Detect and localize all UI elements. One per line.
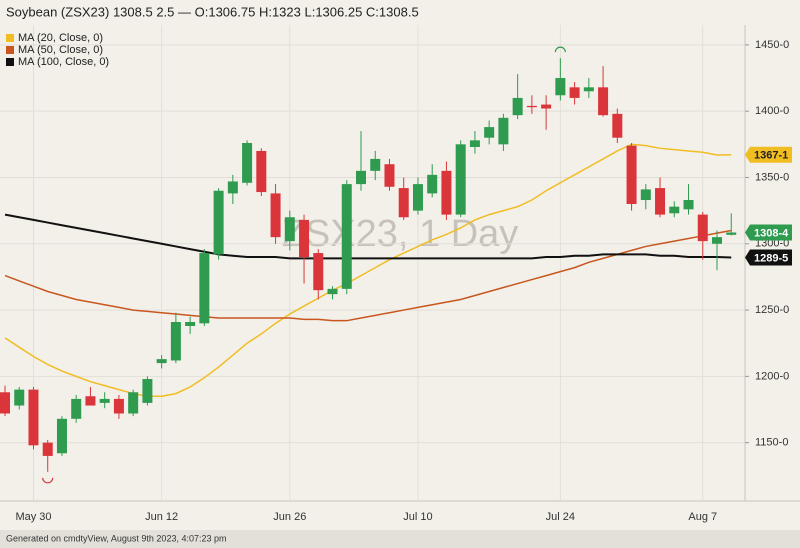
candle-body (412, 184, 423, 211)
candle-body (683, 200, 694, 210)
candle-body (14, 389, 25, 406)
y-tick-label: 1400-0 (755, 105, 789, 117)
candle-body (370, 158, 381, 171)
footer-bar (0, 530, 800, 548)
ma-lines (4, 143, 732, 397)
y-tick-label: 1450-0 (755, 39, 789, 51)
candle-body (327, 288, 338, 295)
candle-body (242, 143, 253, 183)
candles (0, 46, 737, 484)
x-tick-label: May 30 (15, 511, 51, 523)
candle-body (526, 105, 537, 108)
candle-body (299, 219, 310, 258)
candle-body (455, 144, 466, 215)
candle-body (256, 150, 267, 193)
candle-body (640, 189, 651, 201)
candle-body (356, 170, 366, 185)
plot-area (0, 25, 745, 501)
candle-body (0, 392, 10, 414)
legend-label: MA (20, Close, 0) (18, 32, 103, 44)
candle-body (512, 97, 523, 116)
y-tick-label: 1300-0 (755, 238, 789, 250)
x-tick-label: Jul 24 (546, 511, 575, 523)
watermark: ZSX23, 1 Day (282, 213, 519, 255)
candle-body (583, 87, 594, 92)
candle-body (384, 164, 395, 187)
candle-body (712, 237, 722, 244)
candle-body (612, 113, 623, 138)
candle-body (113, 398, 124, 414)
candle-body (71, 398, 82, 419)
candle-body (498, 117, 509, 145)
candle-body (213, 190, 224, 255)
price-tag-label: 1289-5 (754, 252, 788, 264)
candle-body (185, 322, 196, 326)
candle-body (56, 418, 67, 454)
legend-label: MA (100, Close, 0) (18, 56, 109, 68)
price-tag (745, 146, 792, 163)
candle-body (697, 214, 708, 242)
candle-body (42, 442, 53, 456)
candle-body (156, 359, 167, 364)
grid: 1150-0 1200-0 1250-0 1300-0 1350-0 1400-0 1450… (0, 25, 789, 523)
candle-body (441, 170, 452, 215)
candle-body (170, 322, 181, 361)
candle-body (313, 253, 324, 291)
y-tick-label: 1350-0 (755, 171, 789, 183)
y-tick-label: 1250-0 (755, 304, 789, 316)
price-tag (745, 224, 792, 241)
candle-body (341, 184, 352, 289)
ma-line (4, 229, 732, 322)
y-tick-label: 1150-0 (755, 437, 788, 449)
x-tick-label: Aug 7 (688, 511, 717, 523)
candle-body (555, 78, 566, 96)
candle-body (85, 396, 96, 406)
legend-swatch (6, 34, 14, 42)
candle-body (427, 174, 438, 194)
y-tick-label: 1200-0 (755, 370, 789, 382)
legend-swatch (6, 58, 14, 66)
footer: Generated on cmdtyView, August 9th 2023,… (6, 533, 226, 543)
candle-body (626, 145, 637, 204)
candle-body (284, 217, 295, 242)
candle-body (270, 193, 281, 238)
candle-body (669, 206, 680, 214)
candle-body (541, 104, 552, 109)
price-tag-label: 1367-1 (754, 150, 788, 162)
candle-body (726, 232, 737, 235)
overlay: 1367-1 1308-4 1289-5 (745, 146, 792, 266)
legend-label: MA (50, Close, 0) (18, 44, 103, 56)
candle-body (484, 127, 495, 138)
candle-body (28, 389, 39, 446)
legend-swatch (6, 46, 14, 54)
candle-body (199, 253, 210, 324)
ma-line (4, 143, 732, 397)
chart-title: Soybean (ZSX23) 1308.5 2.5 — O:1306.75 H… (6, 4, 419, 19)
price-tag (745, 249, 792, 266)
x-tick-label: Jun 12 (145, 511, 178, 523)
x-tick-label: Jun 26 (273, 511, 306, 523)
candle-body (655, 188, 666, 215)
candle-body (99, 398, 110, 403)
candle-body (598, 87, 609, 116)
price-tag-label: 1308-4 (754, 227, 789, 239)
x-tick-label: Jul 10 (403, 511, 432, 523)
candle-body (142, 379, 153, 403)
candle-body (469, 140, 480, 147)
candle-body (128, 392, 139, 414)
candle-body (569, 87, 580, 98)
high-marker (554, 46, 566, 53)
low-marker (42, 477, 54, 484)
candle-body (227, 181, 238, 194)
ma-line (4, 213, 732, 260)
candle-body (398, 188, 409, 218)
